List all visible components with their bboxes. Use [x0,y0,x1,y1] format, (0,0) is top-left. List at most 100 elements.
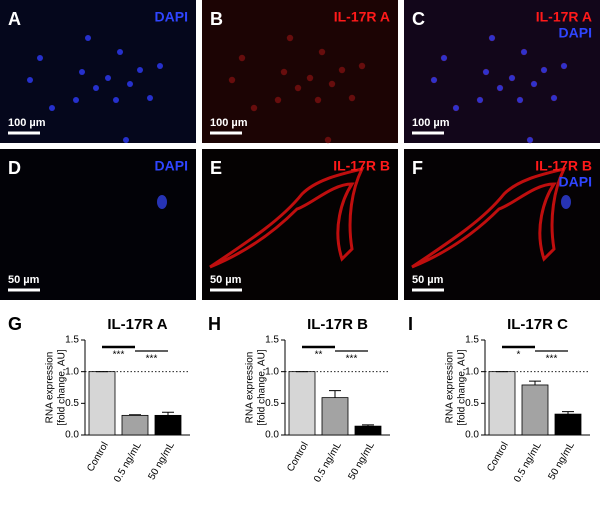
stain-label: DAPI [559,174,592,190]
y-tick-label: 0.0 [265,430,279,441]
error-bar [362,424,374,427]
panel-letter: A [8,9,21,29]
stain-label: IL-17R B [535,158,592,174]
bar [321,397,349,436]
x-tick-label: 50 ng/mL [147,440,178,482]
nucleus [509,75,515,81]
nucleus [85,35,91,41]
nucleus [521,49,527,55]
nucleus [93,85,99,91]
nucleus [517,97,523,103]
nucleus [73,97,79,103]
x-tick-label: Control [285,440,311,473]
nucleus [561,195,571,209]
panel-letter: B [210,9,223,29]
bar [121,414,149,436]
panel-letter: F [412,158,423,178]
scale-label: 50 µm [8,274,40,286]
nucleus [453,105,459,111]
y-tick-label: 0.0 [65,430,79,441]
stain-label: IL-17R A [536,9,592,25]
scale-label: 50 µm [412,274,444,286]
chart-title: IL-17R A [107,316,167,333]
panel-letter: D [8,158,21,178]
x-tick-label: 0.5 ng/mL [312,440,344,484]
scale-label: 100 µm [412,117,450,129]
x-tick-label: 50 ng/mL [347,440,378,482]
panel-letter: G [8,314,22,334]
y-tick-label: 1.5 [265,335,279,346]
x-tick-label: 0.5 ng/mL [112,440,144,484]
nucleus-signal [314,96,322,104]
y-tick-label: 0.5 [65,398,79,409]
micrograph [202,0,398,143]
nucleus-signal [338,66,346,74]
y-axis-label: RNA expression [245,352,256,424]
nucleus [157,63,163,69]
nucleus-signal [286,34,294,42]
stain-label: DAPI [155,158,188,174]
nucleus [137,67,143,73]
stain-label: DAPI [559,25,592,41]
x-tick-label: 50 ng/mL [547,440,578,482]
nucleus-signal [294,84,302,92]
nucleus [127,81,133,87]
nucleus-signal [250,104,258,112]
panel-letter: I [408,314,413,334]
cell-process [209,166,365,269]
significance-label: *** [113,350,125,361]
y-tick-label: 1.5 [65,335,79,346]
nucleus [483,69,489,75]
nucleus-signal [280,68,288,76]
nucleus-signal [324,136,332,144]
nucleus [147,95,153,101]
error-bar [562,411,574,415]
nucleus [27,77,33,83]
scale-label: 50 µm [210,274,242,286]
nucleus [489,35,495,41]
y-tick-label: 1.5 [465,335,479,346]
nucleus [123,137,129,143]
nucleus-signal [238,54,246,62]
y-axis-label: RNA expression [45,352,56,424]
nucleus [113,97,119,103]
bar [288,371,316,436]
micrograph [0,149,196,300]
nucleus [531,81,537,87]
y-axis-label: [fold change, AU] [457,349,468,425]
micrograph [202,149,398,300]
nucleus [551,95,557,101]
nucleus [431,77,437,83]
micrograph [404,0,600,143]
nucleus [541,67,547,73]
bar [488,371,516,436]
y-tick-label: 1.0 [265,366,279,377]
nucleus-signal [328,80,336,88]
significance-label: *** [546,354,558,365]
significance-label: ** [315,350,323,361]
nucleus [497,85,503,91]
micrograph [404,149,600,300]
nucleus [117,49,123,55]
scale-label: 100 µm [210,117,248,129]
y-tick-label: 0.0 [465,430,479,441]
nucleus [105,75,111,81]
nucleus [441,55,447,61]
x-tick-label: 0.5 ng/mL [512,440,544,484]
chart-title: IL-17R B [307,316,368,333]
nucleus [157,195,167,209]
nucleus [561,63,567,69]
stain-label: DAPI [155,9,188,25]
error-bar [129,414,141,416]
bar [354,425,382,436]
panel-letter: E [210,158,222,178]
y-tick-label: 1.0 [65,366,79,377]
chart-title: IL-17R C [507,316,568,333]
x-tick-label: Control [85,440,111,473]
error-bar [162,411,174,416]
nucleus [477,97,483,103]
y-axis-label: [fold change, AU] [257,349,268,425]
nucleus [49,105,55,111]
y-tick-label: 0.5 [465,398,479,409]
